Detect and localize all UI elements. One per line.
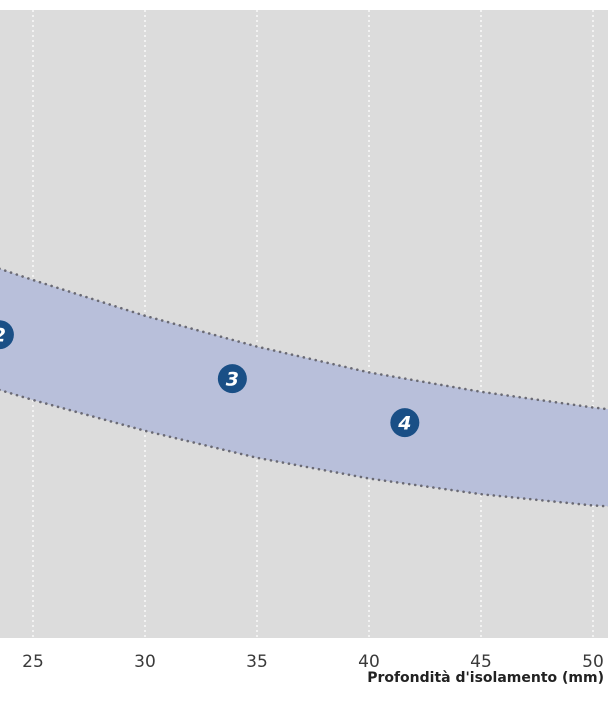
marker-label-4: 4 bbox=[397, 413, 411, 435]
marker-4: 4 bbox=[390, 408, 420, 438]
x-tick-label-25: 25 bbox=[22, 652, 44, 672]
x-axis-ticks: 25 30 35 40 45 50 bbox=[22, 652, 604, 672]
markers: 2 3 4 bbox=[0, 320, 420, 438]
lower-boundary-line bbox=[0, 388, 608, 508]
range-band bbox=[0, 268, 608, 507]
x-tick-label-50: 50 bbox=[582, 652, 604, 672]
marker-2: 2 bbox=[0, 320, 14, 350]
x-tick-label-30: 30 bbox=[134, 652, 156, 672]
marker-label-2: 2 bbox=[0, 325, 6, 347]
x-axis-label: Profondità d'isolamento (mm) bbox=[367, 670, 604, 686]
marker-label-3: 3 bbox=[226, 369, 239, 391]
marker-circle-4 bbox=[390, 408, 420, 438]
marker-circle-2 bbox=[0, 320, 14, 350]
marker-3: 3 bbox=[217, 364, 247, 394]
x-tick-label-40: 40 bbox=[358, 652, 380, 672]
upper-boundary-line bbox=[0, 267, 608, 411]
x-tick-label-45: 45 bbox=[470, 652, 492, 672]
marker-circle-3 bbox=[217, 364, 247, 394]
x-tick-label-35: 35 bbox=[246, 652, 268, 672]
